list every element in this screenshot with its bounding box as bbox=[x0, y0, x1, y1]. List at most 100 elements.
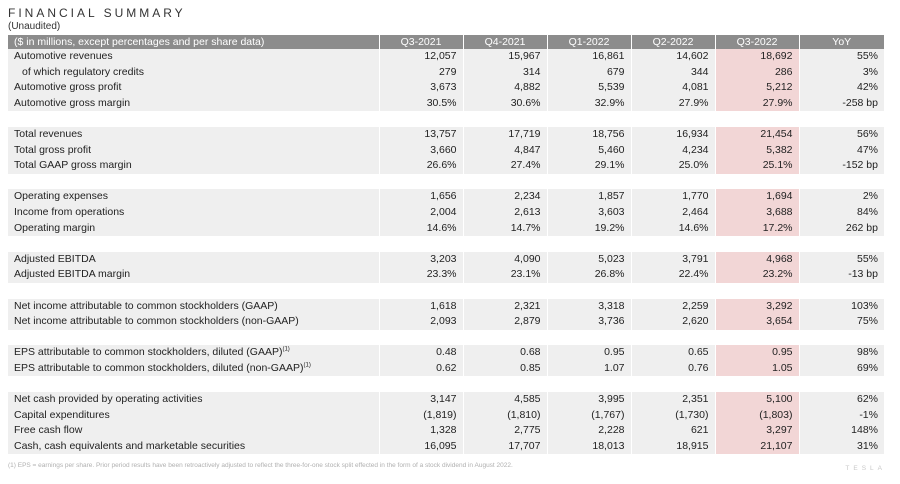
column-header: Q3-2021 bbox=[378, 35, 463, 49]
value-cell: 5,100 bbox=[714, 392, 799, 408]
row-label-cell: Free cash flow bbox=[8, 423, 379, 439]
row-label: Automotive gross margin bbox=[14, 96, 131, 109]
value-cell: 5,212 bbox=[714, 80, 799, 96]
value-cell: 14,602 bbox=[630, 49, 715, 65]
row-label: Free cash flow bbox=[14, 424, 83, 437]
value-cell: 26.6% bbox=[378, 158, 463, 174]
value-cell: 1.05 bbox=[714, 360, 799, 377]
value-cell: 0.76 bbox=[630, 360, 715, 377]
row-label: Income from operations bbox=[14, 205, 125, 218]
value-cell: 5,382 bbox=[714, 142, 799, 159]
value-cell: 2,613 bbox=[462, 204, 547, 221]
value-cell: 14.6% bbox=[630, 220, 715, 237]
value-cell: 14.6% bbox=[378, 220, 463, 237]
value-cell: 21,454 bbox=[714, 126, 799, 143]
value-cell: 2,234 bbox=[462, 189, 547, 205]
value-cell: 23.3% bbox=[378, 267, 463, 283]
value-cell: 5,023 bbox=[546, 251, 631, 268]
column-header: Q1-2022 bbox=[546, 35, 631, 49]
yoy-cell: 98% bbox=[798, 345, 884, 361]
row-label-cell: Adjusted EBITDA margin bbox=[8, 267, 379, 283]
row-label-cell: Operating expenses bbox=[8, 189, 379, 205]
yoy-cell: 84% bbox=[798, 204, 884, 221]
row-label: Capital expenditures bbox=[14, 408, 110, 421]
value-cell: 4,882 bbox=[462, 80, 547, 96]
value-cell: 3,203 bbox=[378, 251, 463, 268]
spacer-cell bbox=[8, 111, 884, 127]
row-label: Total gross profit bbox=[14, 143, 92, 156]
table-row: Adjusted EBITDA margin 23.3% 23.1% 26.8% 22.… bbox=[8, 267, 884, 283]
row-label-cell: Net cash provided by operating activitie… bbox=[8, 392, 379, 408]
row-label-cell: Total GAAP gross margin bbox=[8, 158, 379, 174]
value-cell: 3,995 bbox=[546, 392, 631, 408]
group-spacer bbox=[8, 173, 884, 190]
row-label-cell: Automotive gross profit bbox=[8, 80, 379, 96]
group-spacer bbox=[8, 329, 884, 346]
value-cell: 3,297 bbox=[714, 423, 799, 439]
value-cell: 0.62 bbox=[378, 360, 463, 377]
value-cell: 0.95 bbox=[714, 345, 799, 361]
value-cell: 19.2% bbox=[546, 220, 631, 237]
value-cell: 2,004 bbox=[378, 204, 463, 221]
row-label-cell: Operating margin bbox=[8, 220, 379, 237]
value-cell: 2,879 bbox=[462, 314, 547, 330]
row-label: EPS attributable to common stockholders,… bbox=[14, 346, 283, 359]
value-cell: (1,819) bbox=[378, 407, 463, 424]
value-cell: 12,057 bbox=[378, 49, 463, 65]
table-row: EPS attributable to common stockholders,… bbox=[8, 345, 884, 361]
spacer-cell bbox=[8, 282, 884, 299]
row-label-cell: Net income attributable to common stockh… bbox=[8, 298, 379, 315]
row-label-cell: EPS attributable to common stockholders,… bbox=[8, 345, 379, 361]
row-label: Adjusted EBITDA margin bbox=[14, 268, 131, 281]
value-cell: 3,673 bbox=[378, 80, 463, 96]
value-cell: 17,707 bbox=[462, 438, 547, 455]
row-label-cell: Total gross profit bbox=[8, 142, 379, 159]
row-label: of which regulatory credits bbox=[22, 65, 144, 78]
table-row: Total revenues 13,757 17,719 18,756 16,934 21… bbox=[8, 126, 884, 143]
value-cell: 22.4% bbox=[630, 267, 715, 283]
table-row: Net cash provided by operating activitie… bbox=[8, 392, 884, 408]
value-cell: 5,460 bbox=[546, 142, 631, 159]
value-cell: 286 bbox=[714, 64, 799, 81]
value-cell: 18,013 bbox=[546, 438, 631, 455]
yoy-cell: 3% bbox=[798, 64, 884, 81]
value-cell: (1,803) bbox=[714, 407, 799, 424]
table-row: of which regulatory credits 279 314 679 344 2… bbox=[8, 64, 884, 81]
value-cell: 3,736 bbox=[546, 314, 631, 330]
value-cell: 2,259 bbox=[630, 298, 715, 315]
value-cell: 1,328 bbox=[378, 423, 463, 439]
table-row: Total GAAP gross margin 26.6% 27.4% 29.1% 25… bbox=[8, 158, 884, 174]
table-row: Income from operations 2,004 2,613 3,603 2,4… bbox=[8, 204, 884, 221]
value-cell: 4,090 bbox=[462, 251, 547, 268]
group-spacer bbox=[8, 282, 884, 299]
value-cell: 30.6% bbox=[462, 95, 547, 112]
row-label-cell: Net income attributable to common stockh… bbox=[8, 314, 379, 330]
value-cell: 17.2% bbox=[714, 220, 799, 237]
row-label: Total revenues bbox=[14, 127, 83, 140]
value-cell: 344 bbox=[630, 64, 715, 81]
yoy-cell: 55% bbox=[798, 251, 884, 268]
value-cell: 27.4% bbox=[462, 158, 547, 174]
row-label-cell: Automotive gross margin bbox=[8, 95, 379, 112]
value-cell: 3,318 bbox=[546, 298, 631, 315]
value-cell: 1,694 bbox=[714, 189, 799, 205]
value-cell: 27.9% bbox=[630, 95, 715, 112]
value-cell: 18,692 bbox=[714, 49, 799, 65]
value-cell: 679 bbox=[546, 64, 631, 81]
table-row: Adjusted EBITDA 3,203 4,090 5,023 3,791 4,968… bbox=[8, 251, 884, 268]
row-label: EPS attributable to common stockholders,… bbox=[14, 361, 304, 374]
value-cell: 26.8% bbox=[546, 267, 631, 283]
value-cell: 4,585 bbox=[462, 392, 547, 408]
value-cell: 29.1% bbox=[546, 158, 631, 174]
yoy-cell: -258 bp bbox=[798, 95, 884, 112]
value-cell: 23.2% bbox=[714, 267, 799, 283]
spacer-cell bbox=[8, 329, 884, 346]
group-spacer bbox=[8, 236, 884, 252]
row-label: Total GAAP gross margin bbox=[14, 159, 132, 172]
value-cell: 0.65 bbox=[630, 345, 715, 361]
value-cell: 4,847 bbox=[462, 142, 547, 159]
value-cell: 3,660 bbox=[378, 142, 463, 159]
value-cell: 2,464 bbox=[630, 204, 715, 221]
value-cell: 16,095 bbox=[378, 438, 463, 455]
value-cell: 16,861 bbox=[546, 49, 631, 65]
